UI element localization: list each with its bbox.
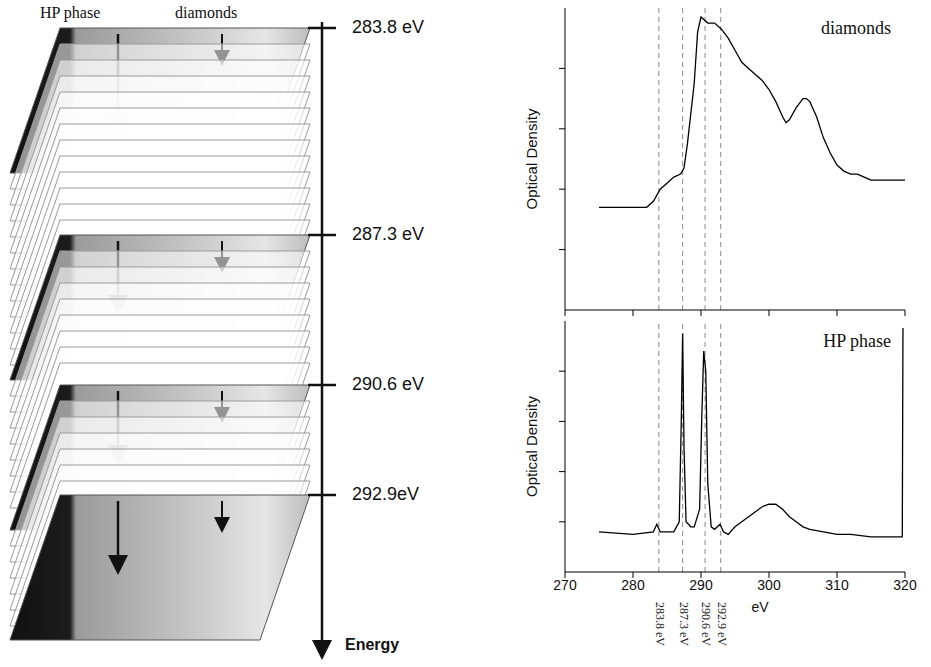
svg-text:292.9eV: 292.9eV — [352, 484, 419, 504]
svg-text:290.6 eV: 290.6 eV — [699, 602, 713, 646]
svg-text:320: 320 — [893, 577, 917, 593]
svg-text:300: 300 — [757, 577, 781, 593]
svg-text:287.3 eV: 287.3 eV — [677, 602, 691, 646]
svg-text:287.3 eV: 287.3 eV — [352, 224, 424, 244]
svg-text:Optical Density: Optical Density — [523, 108, 540, 209]
svg-text:eV: eV — [751, 599, 769, 615]
svg-text:292.9 eV: 292.9 eV — [715, 602, 729, 646]
svg-text:290.6 eV: 290.6 eV — [352, 374, 424, 394]
svg-text:290: 290 — [689, 577, 713, 593]
svg-text:Optical Density: Optical Density — [523, 396, 540, 497]
html-text:diamonds: diamonds — [821, 18, 891, 38]
svg-text:280: 280 — [621, 577, 645, 593]
svg-text:283.8 eV: 283.8 eV — [352, 17, 424, 37]
html-text:HP phase: HP phase — [823, 331, 891, 351]
svg-text:diamonds: diamonds — [175, 4, 237, 21]
svg-text:Energy: Energy — [345, 636, 399, 653]
svg-text:270: 270 — [553, 577, 577, 593]
svg-text:HP phase: HP phase — [40, 4, 100, 22]
svg-text:283.8 eV: 283.8 eV — [653, 602, 667, 646]
svg-text:310: 310 — [825, 577, 849, 593]
